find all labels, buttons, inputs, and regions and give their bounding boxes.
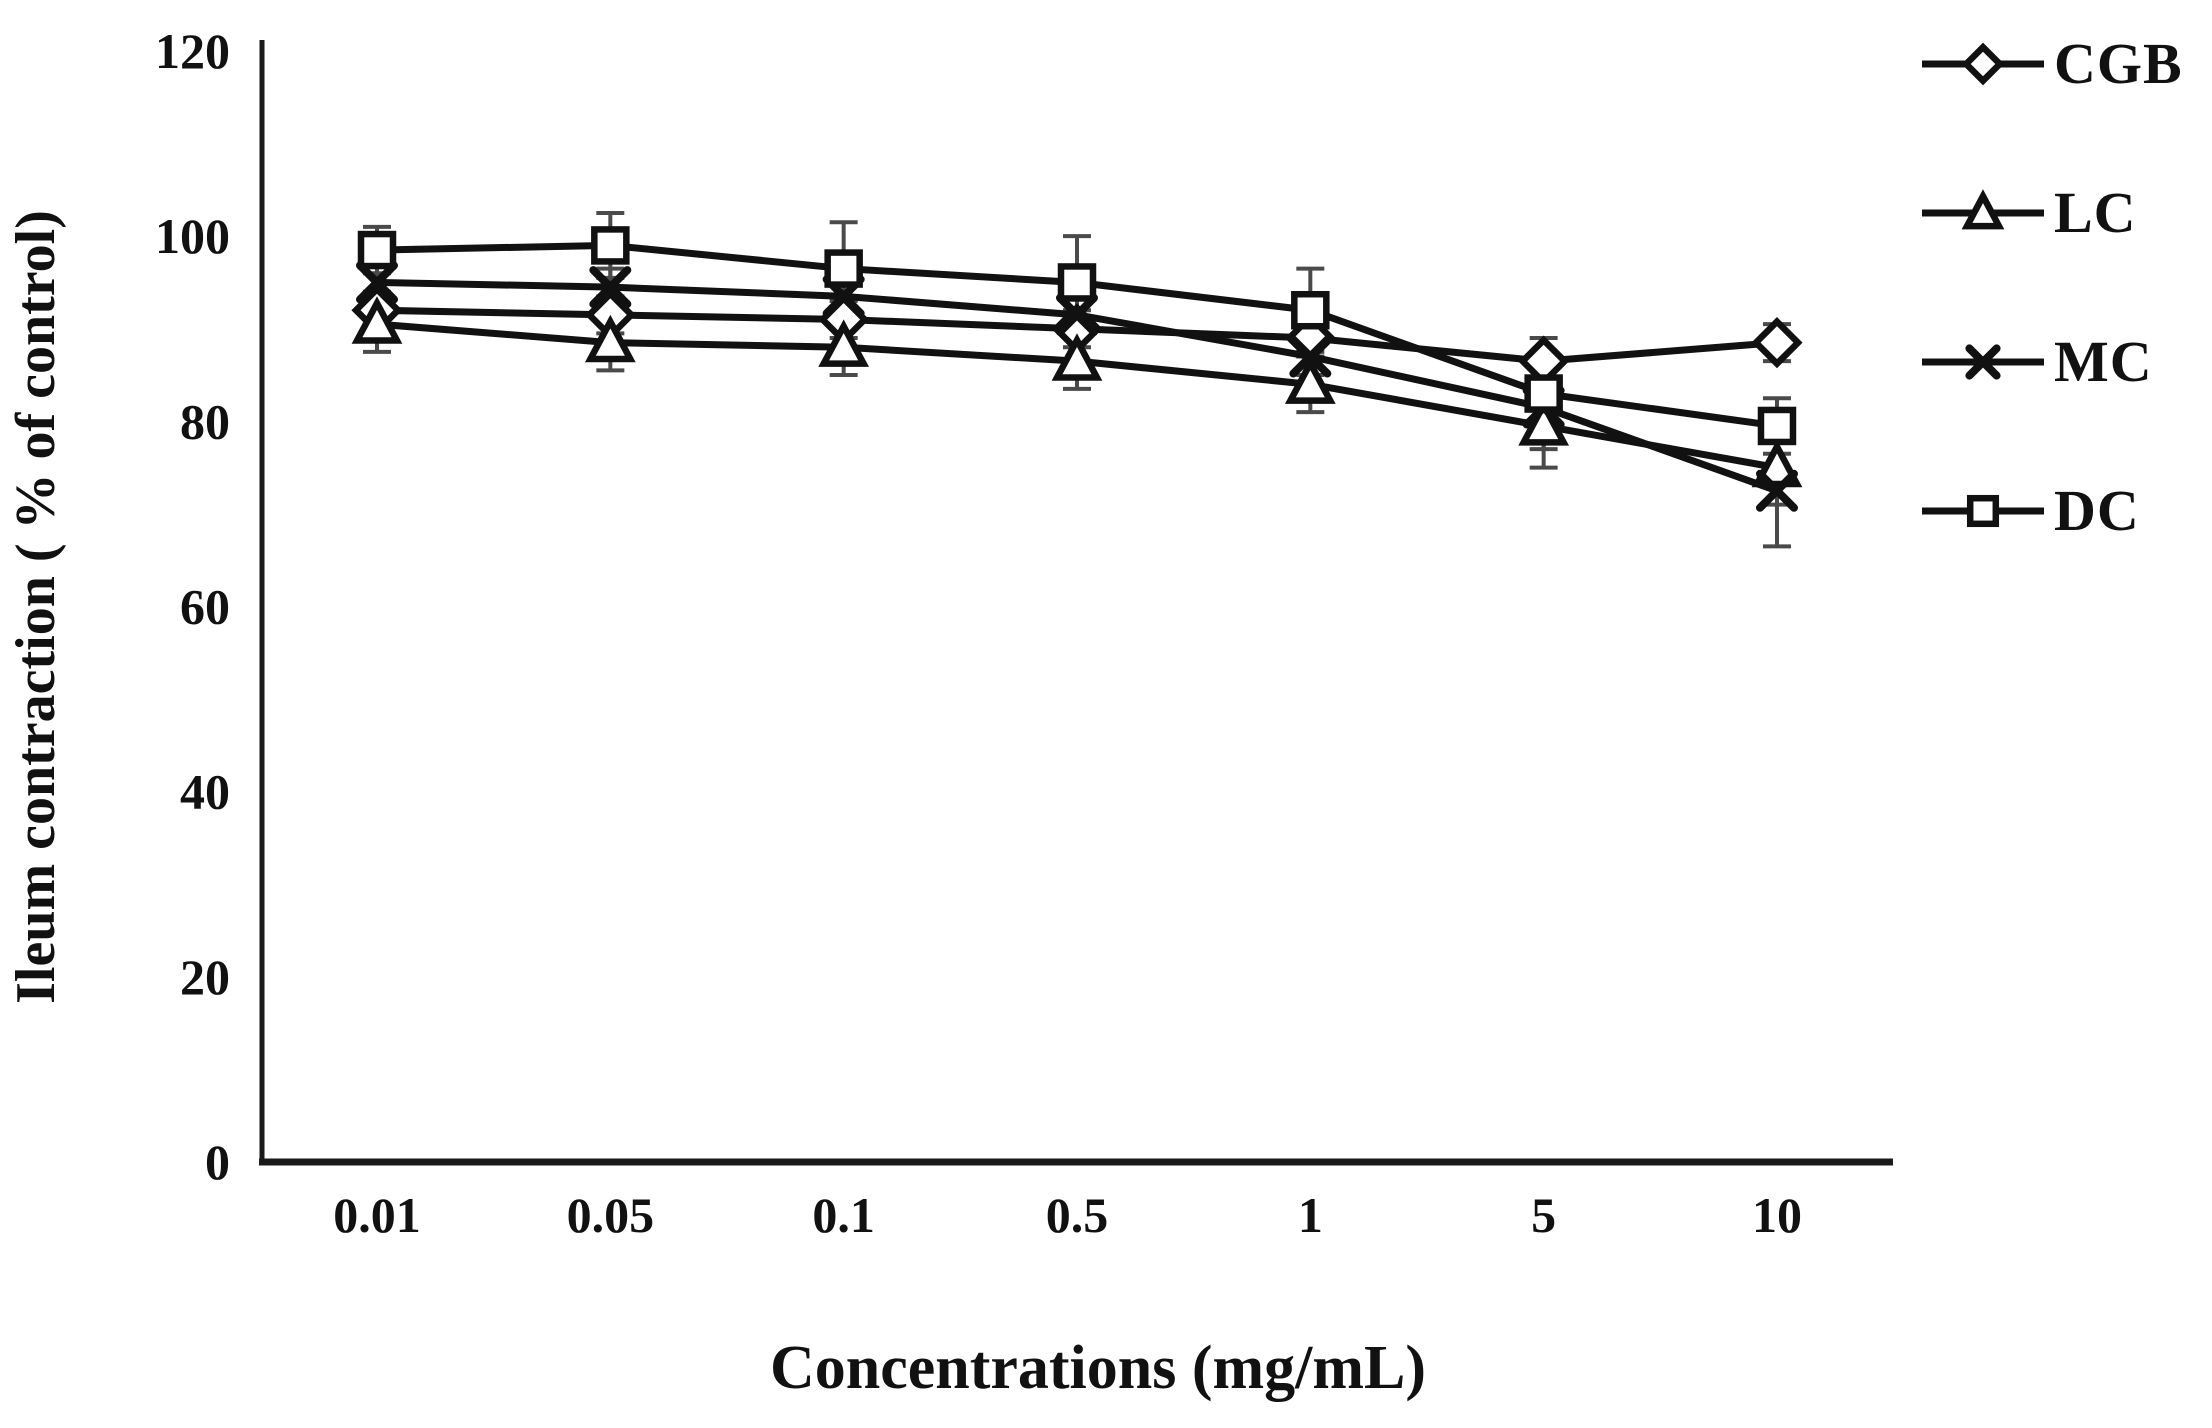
square-marker-icon	[357, 230, 397, 270]
legend-label: DC	[2054, 478, 2140, 543]
x-marker-icon	[356, 261, 398, 304]
legend-label: LC	[2054, 180, 2137, 245]
legend-key-x	[1922, 343, 2044, 380]
diamond-marker-icon	[1961, 42, 2005, 85]
square-marker-icon	[1757, 406, 1797, 446]
x-tick-label: 10	[1752, 1187, 1802, 1243]
square-marker-icon	[1966, 494, 2000, 527]
legend: CGB LC MC DC	[1918, 30, 2183, 544]
y-tick-label: 20	[180, 949, 230, 1005]
diamond-marker-icon	[1751, 317, 1803, 369]
y-tick-label: 0	[205, 1134, 230, 1190]
triangle-marker-icon	[1284, 356, 1336, 404]
x-tick-label: 1	[1298, 1187, 1323, 1243]
legend-label: MC	[2054, 329, 2153, 394]
x-marker-icon	[1289, 335, 1332, 378]
x-marker-icon	[1755, 469, 1798, 512]
legend-item-DC: DC	[1918, 477, 2183, 544]
markers-layer	[351, 226, 1803, 512]
x-marker-icon	[1965, 343, 2001, 380]
x-axis-title: Concentrations (mg/mL)	[770, 1334, 1426, 1402]
triangle-marker-icon	[1051, 333, 1103, 381]
y-tick-label: 60	[180, 579, 230, 635]
x-marker-icon	[1055, 293, 1098, 336]
y-tick-label: 120	[155, 23, 230, 79]
y-tick-label: 40	[180, 764, 230, 820]
square-marker-icon	[1057, 263, 1097, 302]
triangle-marker-icon	[818, 319, 870, 367]
square-marker-icon	[591, 226, 630, 265]
x-tick-label: 5	[1531, 1187, 1556, 1243]
triangle-marker-icon	[584, 314, 636, 363]
legend-item-CGB: CGB	[1918, 30, 2183, 97]
legend-key-diamond	[1922, 42, 2044, 85]
legend-label: CGB	[2054, 31, 2183, 96]
square-marker-icon	[1291, 290, 1330, 330]
axes-layer	[259, 40, 1893, 1166]
x-tick-label: 0.01	[333, 1187, 421, 1243]
legend-key-square	[1922, 494, 2044, 527]
legend-item-MC: MC	[1918, 328, 2183, 395]
triangle-marker-icon	[351, 296, 403, 344]
y-axis-title: Ileum contraction ( % of control)	[5, 210, 67, 1004]
x-tick-label: 0.1	[812, 1187, 875, 1243]
series-markers-LC	[351, 296, 1803, 488]
series-markers-DC	[357, 226, 1797, 446]
legend-item-LC: LC	[1918, 179, 2183, 246]
y-tick-label: 80	[180, 393, 230, 449]
ticks-layer: 0 20 40 60 80 100 120 0.01 0.05 0.1 0.5 1 5 10	[155, 23, 1802, 1243]
y-tick-label: 100	[155, 208, 230, 264]
square-marker-icon	[824, 249, 863, 288]
x-tick-label: 0.5	[1046, 1187, 1109, 1243]
square-marker-icon	[1524, 374, 1563, 413]
legend-key-triangle	[1922, 188, 2044, 229]
triangle-marker-icon	[1518, 398, 1570, 446]
triangle-marker-icon	[1961, 188, 2005, 229]
x-tick-label: 0.05	[567, 1187, 655, 1243]
x-marker-icon	[589, 266, 632, 309]
triangle-marker-icon	[1751, 439, 1803, 488]
